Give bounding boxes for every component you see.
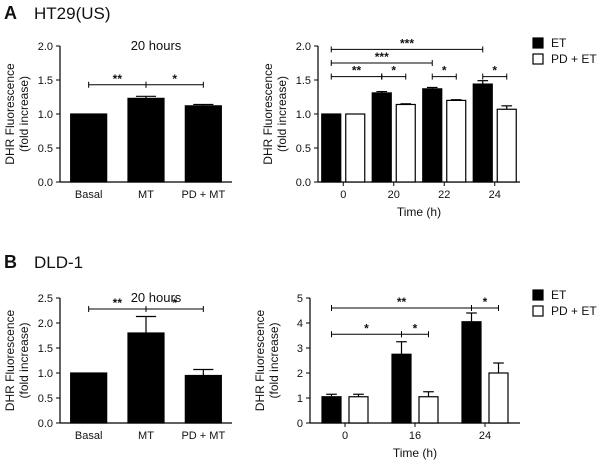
y-tick-label: 2.0 [38, 41, 53, 53]
y-tick-label: 1 [297, 393, 303, 405]
y-tick-label: 1.0 [296, 109, 311, 121]
y-tick-label: 4 [297, 318, 303, 330]
y-tick-label: 1.5 [38, 343, 53, 355]
significance-label: ** [397, 295, 407, 309]
significance-label: *** [375, 50, 389, 64]
bar-pd-et [446, 99, 467, 183]
chart-a-20h: 0.0 0.5 1.0 1.5 2.0 DHR Fluorescence (fold inc… [3, 38, 232, 201]
y-axis-label: DHR Fluorescence [3, 309, 17, 411]
bar [127, 332, 165, 424]
y-axis-label: DHR Fluorescence [3, 63, 17, 165]
bar [184, 105, 222, 183]
x-tick-label: PD + MT [181, 189, 225, 201]
x-tick-label: Basal [75, 430, 103, 442]
legend-label-et: ET [551, 36, 567, 50]
x-tick-label: 24 [489, 189, 501, 201]
panel-a-cell-line: HT29(US) [34, 4, 111, 23]
significance-label: * [172, 72, 177, 86]
x-tick-label: MT [138, 189, 154, 201]
y-axis-label: (fold increase) [17, 76, 31, 152]
bar-et [321, 396, 342, 424]
y-tick-label: 2.0 [296, 41, 311, 53]
significance-label: * [391, 64, 396, 78]
bar-pd-et [418, 396, 439, 424]
y-tick-label: 5 [297, 293, 303, 305]
bar-et [391, 353, 412, 424]
bar-pd-et [348, 396, 369, 424]
y-tick-label: 0.5 [38, 393, 53, 405]
bar [70, 372, 108, 424]
y-tick-label: 0.0 [296, 177, 311, 189]
y-tick-label: 2 [297, 368, 303, 380]
legend-swatch-et [532, 289, 544, 301]
x-tick-label: PD + MT [181, 430, 225, 442]
y-tick-label: 2.0 [38, 318, 53, 330]
bar-pd-et [395, 103, 416, 183]
x-tick-label: Basal [75, 189, 103, 201]
legend-label-pd-et: PD + ET [551, 304, 597, 318]
panel-b-cell-line: DLD-1 [34, 253, 83, 272]
x-tick-label: 0 [342, 430, 348, 442]
bar-et [371, 92, 392, 183]
y-axis-label: DHR Fluorescence [261, 63, 275, 165]
bar-pd-et [488, 372, 509, 424]
x-axis-label: Time (h) [393, 446, 437, 460]
x-tick-label: 22 [438, 189, 450, 201]
x-tick-label: 0 [340, 189, 346, 201]
bar-et [472, 83, 493, 183]
legend-swatch-pd-et [532, 53, 544, 65]
x-tick-label: 20 [388, 189, 400, 201]
y-tick-label: 0 [297, 418, 303, 430]
bar [70, 113, 108, 183]
bar-et [461, 321, 482, 424]
significance-label: * [442, 64, 447, 78]
legend-label-pd-et: PD + ET [551, 52, 597, 66]
significance-label: ** [113, 296, 123, 310]
significance-label: *** [400, 36, 414, 50]
bar [184, 374, 222, 424]
chart-b-20h: 0.0 0.5 1.0 1.5 2.0 2.5 DHR Fluorescence (fold … [3, 290, 232, 442]
y-tick-label: 0.5 [38, 143, 53, 155]
chart-b-timecourse: 0 1 2 3 4 5 DHR Fluorescence (fold increase) Tim… [253, 288, 597, 460]
y-tick-label: 0.5 [296, 143, 311, 155]
y-tick-label: 2.5 [38, 293, 53, 305]
y-tick-label: 3 [297, 343, 303, 355]
panel-b-letter: B [4, 252, 17, 272]
chart-a-timecourse: 0.0 0.5 1.0 1.5 2.0 DHR Fluorescence (fold inc… [261, 36, 597, 219]
panel-a-letter: A [4, 3, 17, 23]
significance-label: ** [113, 72, 123, 86]
bar [127, 97, 165, 183]
chart-subtitle: 20 hours [131, 38, 182, 53]
bar-et [422, 88, 443, 183]
significance-label: * [483, 295, 488, 309]
significance-label: * [492, 64, 497, 78]
y-tick-label: 1.5 [38, 75, 53, 87]
y-axis-label: DHR Fluorescence [253, 309, 267, 411]
significance-label: ** [352, 64, 362, 78]
x-tick-label: MT [138, 430, 154, 442]
y-axis-label: (fold increase) [275, 76, 289, 152]
x-tick-label: 16 [409, 430, 421, 442]
legend-swatch-et [532, 37, 544, 49]
y-axis-label: (fold increase) [267, 322, 281, 398]
bar-pd-et [345, 113, 366, 183]
significance-label: * [413, 321, 418, 335]
y-tick-label: 1.5 [296, 75, 311, 87]
y-tick-label: 1.0 [38, 109, 53, 121]
x-axis-label: Time (h) [397, 205, 441, 219]
bar-et [321, 113, 342, 183]
y-tick-label: 0.0 [38, 177, 53, 189]
chart-subtitle: 20 hours [131, 290, 182, 305]
legend-label-et: ET [551, 288, 567, 302]
bar-pd-et [496, 108, 517, 183]
significance-label: * [172, 296, 177, 310]
y-tick-label: 0.0 [38, 418, 53, 430]
x-tick-label: 24 [479, 430, 491, 442]
legend-swatch-pd-et [532, 305, 544, 317]
y-tick-label: 1.0 [38, 368, 53, 380]
significance-label: * [364, 321, 369, 335]
y-axis-label: (fold increase) [17, 322, 31, 398]
